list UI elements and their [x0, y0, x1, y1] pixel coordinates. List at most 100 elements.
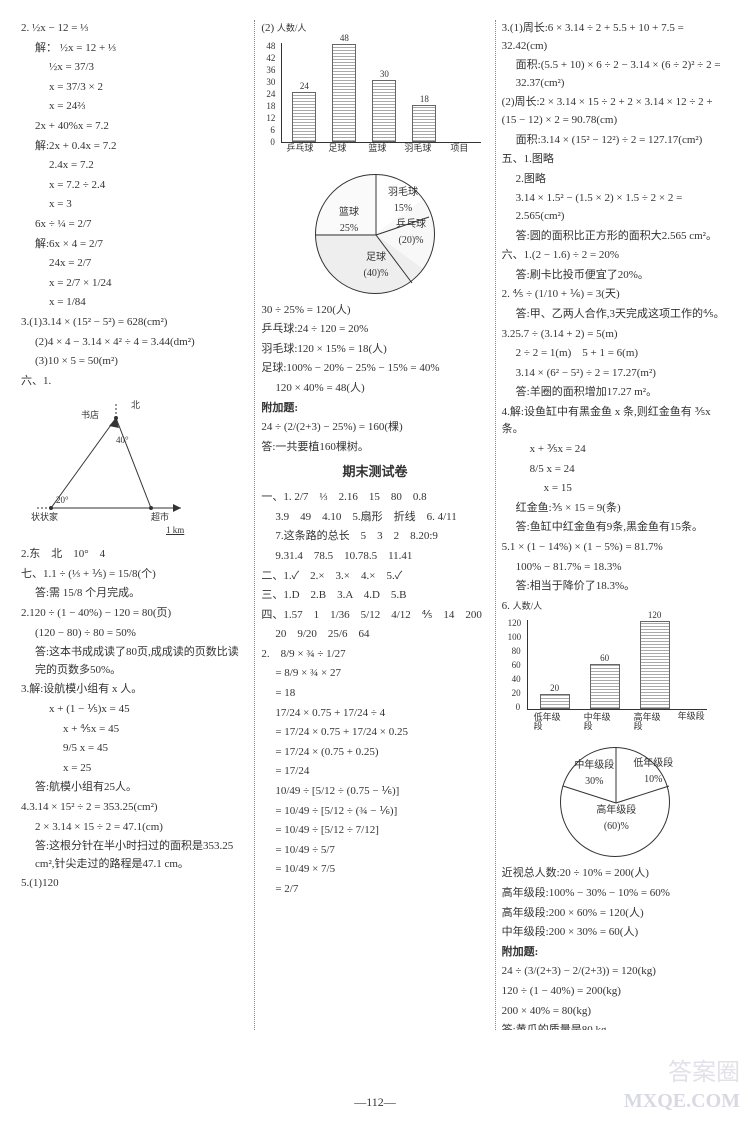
text-line: 7.这条路的总长 5 3 2 8.20:9: [261, 528, 488, 546]
text-line: 10/49 ÷ [5/12 ÷ (0.75 − ⅙)]: [261, 783, 488, 801]
solve-step: = 10/49 ÷ [5/12 ÷ (¾ − ⅙)]: [261, 803, 488, 821]
answer-line: 答:这根分针在半小时扫过的面积是353.25 cm²,针尖走过的路程是47.1 …: [21, 838, 248, 873]
text-line: (2)4 × 4 − 3.14 × 4² ÷ 4 = 3.44(dm²): [21, 334, 248, 352]
text-line: 面积:(5.5 + 10) × 6 ÷ 2 − 3.14 × (6 ÷ 2)² …: [502, 57, 729, 92]
text-line: 2 × 3.14 × 15 ÷ 2 = 47.1(cm): [21, 819, 248, 837]
section-label: 六、1.: [21, 373, 248, 391]
text-line: 17/24 × 0.75 + 17/24 ÷ 4: [261, 705, 488, 723]
solve-step: = 17/24 × 0.75 + 17/24 × 0.25: [261, 724, 488, 742]
answer-line: 答:黄瓜的质量是80 kg。: [502, 1022, 729, 1030]
text-line: 3.解:设航模小组有 x 人。: [21, 681, 248, 699]
text-line: 三、1.D 2.B 3.A 4.D 5.B: [261, 587, 488, 605]
text-line: 3.(1)周长:6 × 3.14 ÷ 2 + 5.5 + 10 + 7.5 = …: [502, 20, 729, 55]
section-label: 五、1.图略: [502, 151, 729, 169]
chart-title: (2) 人数/人: [261, 20, 488, 38]
answer-line: 答:鱼缸中红金鱼有9条,黑金鱼有15条。: [502, 519, 729, 537]
answer-line: 答:相当于降价了18.3%。: [502, 578, 729, 596]
solve-step: = 8/9 × ¾ × 27: [261, 665, 488, 683]
solve-step: = 10/49 ÷ [5/12 ÷ 7/12]: [261, 822, 488, 840]
calc-line: 24 ÷ (2/(2+3) − 25%) = 160(棵): [261, 419, 488, 437]
text-line: 2. ⅘ ÷ (1/10 + ⅙) = 3(天): [502, 286, 729, 304]
text-line: 4.3.14 × 15² ÷ 2 = 353.25(cm²): [21, 799, 248, 817]
text-line: 2. 8/9 × ¾ ÷ 1/27: [261, 646, 488, 664]
solve-step: 9/5 x = 45: [21, 740, 248, 758]
text-line: 5.1 × (1 − 14%) × (1 − 5%) = 81.7%: [502, 539, 729, 557]
diagram-label: 北: [131, 398, 140, 412]
solve-step: = 2/7: [261, 881, 488, 899]
calc-line: 120 × 40% = 48(人): [261, 380, 488, 398]
calc-line: 高年级段:100% − 30% − 10% = 60%: [502, 885, 729, 903]
solve-step: ½x = 37/3: [21, 59, 248, 77]
column-left: 2. ½x − 12 = ⅓ 解： ½x = 12 + ⅓ ½x = 37/3 …: [15, 20, 255, 1030]
equation-line: 2. ½x − 12 = ⅓: [21, 20, 248, 38]
text-line: (3)10 × 5 = 50(m²): [21, 353, 248, 371]
answer-line: 答:一共要植160棵树。: [261, 439, 488, 457]
solve-step: 解:6x × 4 = 2/7: [21, 236, 248, 254]
text-line: 2 ÷ 2 = 1(m) 5 + 1 = 6(m): [502, 345, 729, 363]
text-line: 四、1.57 1 1/36 5/12 4/12 ⅘ 14 200: [261, 607, 488, 625]
solve-step: x = 15: [502, 480, 729, 498]
solve-step: x + (1 − ⅕)x = 45: [21, 701, 248, 719]
text-line: 3.(1)3.14 × (15² − 5²) = 628(cm²): [21, 314, 248, 332]
solve-step: x = 24⅔: [21, 98, 248, 116]
answer-line: 答:甲、乙两人合作,3天完成这项工作的⅘。: [502, 306, 729, 324]
calc-line: 30 ÷ 25% = 120(人): [261, 302, 488, 320]
diagram-label: 40°: [116, 433, 129, 447]
solve-step: x = 37/3 × 2: [21, 79, 248, 97]
diagram-label: 20°: [56, 493, 69, 507]
text-line: 4.解:设鱼缸中有黑金鱼 x 条,则红金鱼有 ⅗x 条。: [502, 404, 729, 439]
calc-line: 足球:100% − 20% − 25% − 15% = 40%: [261, 360, 488, 378]
diagram-label: 书店: [81, 408, 99, 422]
solve-step: 8/5 x = 24: [502, 461, 729, 479]
pie-chart-grades: 中年级段30% 低年级段10% 高年级段(60)%: [560, 747, 670, 857]
pie-chart-sports: 羽毛球15% 乒乓球(20)% 篮球25% 足球(40)%: [315, 174, 435, 294]
text-line: 六、1.(2 − 1.6) ÷ 2 = 20%: [502, 247, 729, 265]
text-line: 3.9 49 4.10 5.扇形 折线 6. 4/11: [261, 509, 488, 527]
text-line: 二、1.✓ 2.× 3.× 4.× 5.✓: [261, 568, 488, 586]
diagram-label: 状状家: [31, 510, 58, 524]
solve-step: 解:2x + 0.4x = 7.2: [21, 138, 248, 156]
calc-line: 高年级段:200 × 60% = 120(人): [502, 905, 729, 923]
text-line: 2.120 ÷ (1 − 40%) − 120 = 80(页): [21, 605, 248, 623]
answer-line: 答:航模小组有25人。: [21, 779, 248, 797]
solve-step: = 17/24 × (0.75 + 0.25): [261, 744, 488, 762]
answer-line: 答:羊圈的面积增加17.27 m²。: [502, 384, 729, 402]
watermark-url: MXQE.COM: [624, 1085, 740, 1117]
final-exam-title: 期末测试卷: [261, 462, 488, 483]
solve-step: x + ⅘x = 45: [21, 721, 248, 739]
column-right: 3.(1)周长:6 × 3.14 ÷ 2 + 5.5 + 10 + 7.5 = …: [496, 20, 735, 1030]
solve-step: x = 7.2 ÷ 2.4: [21, 177, 248, 195]
bonus-title: 附加题:: [261, 400, 488, 418]
bar-chart-grades: 120 100 80 60 40 20 0 20 60 120 低年级段 中年级…: [527, 620, 707, 710]
answer-line: 答:刷卡比投币便宜了20%。: [502, 267, 729, 285]
solve-step: x = 25: [21, 760, 248, 778]
triangle-diagram: 北 书店 40° 20° 状状家 超市 1 km: [21, 398, 201, 538]
solve-step: = 18: [261, 685, 488, 703]
calc-line: 24 ÷ (3/(2+3) − 2/(2+3)) = 120(kg): [502, 963, 729, 981]
calc-line: 近视总人数:20 ÷ 10% = 200(人): [502, 865, 729, 883]
solve-step: 2.4x = 7.2: [21, 157, 248, 175]
diagram-label: 1 km: [166, 523, 184, 537]
solve-step: = 10/49 ÷ 5/7: [261, 842, 488, 860]
text-line: 2.东 北 10° 4: [21, 546, 248, 564]
bonus-title: 附加题:: [502, 944, 729, 962]
answer-line: 答:需 15/8 个月完成。: [21, 585, 248, 603]
text-line: 面积:3.14 × (15² − 12²) ÷ 2 = 127.17(cm²): [502, 132, 729, 150]
text-line: 5.(1)120: [21, 875, 248, 893]
solve-step: 解： ½x = 12 + ⅓: [21, 40, 248, 58]
solve-step: x + ⅗x = 24: [502, 441, 729, 459]
equation-line: 6x ÷ ¼ = 2/7: [21, 216, 248, 234]
solve-step: x = 2/7 × 1/24: [21, 275, 248, 293]
text-line: (120 − 80) ÷ 80 = 50%: [21, 625, 248, 643]
text-line: 9.31.4 78.5 10.78.5 11.41: [261, 548, 488, 566]
answer-line: 答:这本书成成读了80页,成成读的页数比读完的页数多50%。: [21, 644, 248, 679]
text-line: 20 9/20 25/6 64: [261, 626, 488, 644]
solve-step: = 10/49 × 7/5: [261, 861, 488, 879]
solve-step: x = 3: [21, 196, 248, 214]
equation-line: 2x + 40%x = 7.2: [21, 118, 248, 136]
text-line: 3.14 × (6² − 5²) ÷ 2 = 17.27(m²): [502, 365, 729, 383]
text-line: 七、1.1 ÷ (⅓ + ⅕) = 15/8(个): [21, 566, 248, 584]
text-line: 红金鱼:⅗ × 15 = 9(条): [502, 500, 729, 518]
text-line: (2)周长:2 × 3.14 × 15 ÷ 2 + 2 × 3.14 × 12 …: [502, 94, 729, 129]
section-label: 6. 人数/人: [502, 598, 729, 616]
